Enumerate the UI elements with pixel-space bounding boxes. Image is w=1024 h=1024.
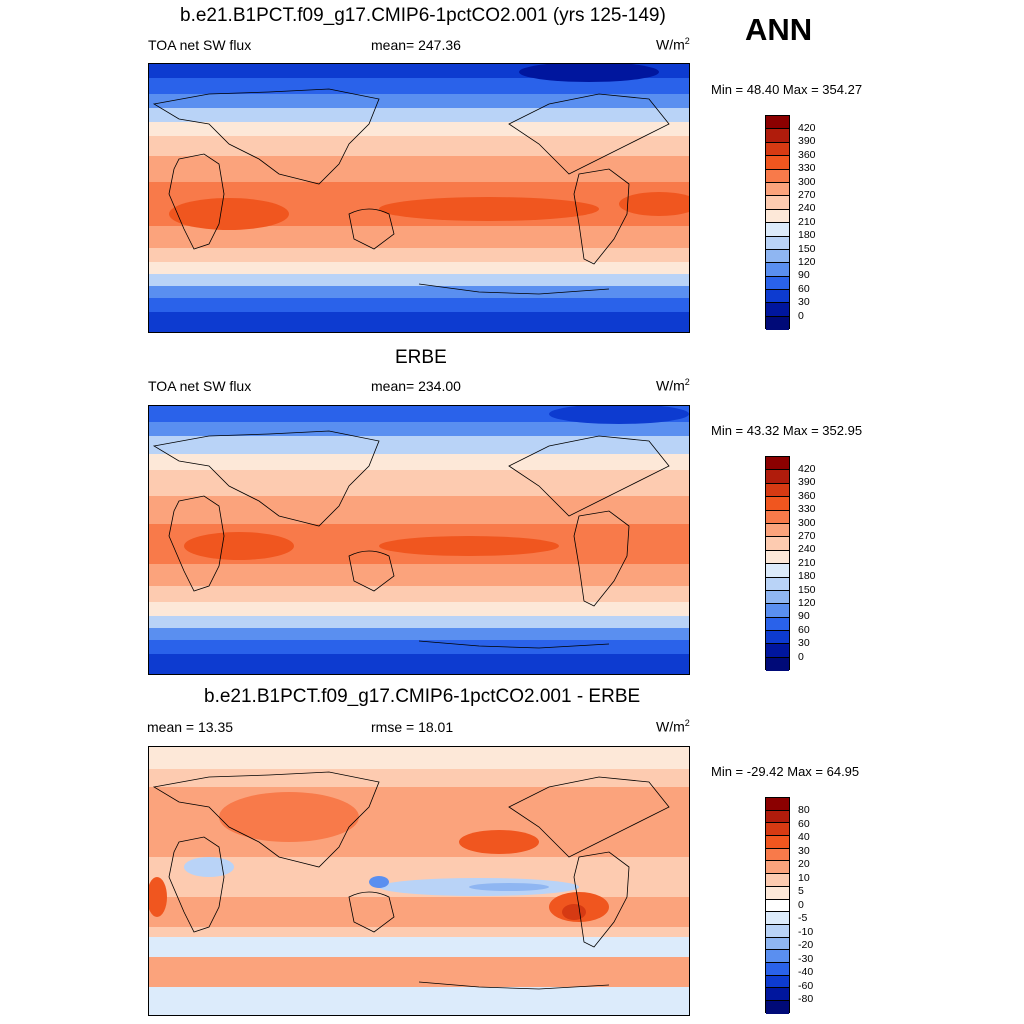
cbar-tick: 60 xyxy=(798,817,810,830)
panel-2-colorbar xyxy=(765,456,790,672)
cbar-tick: 420 xyxy=(798,122,816,134)
cbar-tick: 180 xyxy=(798,570,816,583)
cbar-tick: 60 xyxy=(798,623,810,636)
cbar-tick: -80 xyxy=(798,993,814,1005)
cbar-tick: 300 xyxy=(798,175,816,188)
cbar-tick: 240 xyxy=(798,202,816,215)
panel-1-units: W/m2 xyxy=(656,36,690,53)
cbar-tick: 20 xyxy=(798,858,810,870)
cbar-tick: -5 xyxy=(798,912,808,924)
cbar-tick: 0 xyxy=(798,898,804,911)
cbar-tick: 30 xyxy=(798,296,810,309)
cbar-tick: 270 xyxy=(798,189,816,201)
cbar-tick: 390 xyxy=(798,135,816,148)
panel-1-mean-label: mean= 247.36 xyxy=(371,37,461,53)
cbar-tick: 30 xyxy=(798,844,810,857)
panel-1-variable-label: TOA net SW flux xyxy=(148,37,252,53)
cbar-tick: 420 xyxy=(798,463,816,475)
cbar-tick: -60 xyxy=(798,979,814,992)
panel-3-units: W/m2 xyxy=(656,718,690,735)
panel-2-minmax: Min = 43.32 Max = 352.95 xyxy=(711,423,863,438)
cbar-tick: 0 xyxy=(798,309,804,322)
cbar-tick: 270 xyxy=(798,530,816,542)
cbar-tick: 330 xyxy=(798,162,816,175)
cbar-tick: -40 xyxy=(798,966,814,978)
panel-3-mean-label: mean = 13.35 xyxy=(147,719,234,735)
panel-2-variable-label: TOA net SW flux xyxy=(148,378,252,394)
cbar-tick: 240 xyxy=(798,543,816,556)
panel-2-title: ERBE xyxy=(395,347,447,368)
cbar-tick: 390 xyxy=(798,476,816,489)
panel-3-colorbar xyxy=(765,797,790,1014)
cbar-tick: 360 xyxy=(798,148,816,161)
panel-3-map xyxy=(148,746,690,1016)
panel-2-map xyxy=(148,405,690,675)
cbar-tick: 90 xyxy=(798,269,810,282)
cbar-tick: 150 xyxy=(798,242,816,255)
season-label: ANN xyxy=(745,12,813,47)
panel-1-minmax: Min = 48.40 Max = 354.27 xyxy=(711,82,863,97)
panel-3-rmse-label: rmse = 18.01 xyxy=(371,719,454,735)
cbar-tick: -10 xyxy=(798,925,814,938)
cbar-tick: -30 xyxy=(798,952,814,965)
cbar-tick: 120 xyxy=(798,597,816,609)
cbar-tick: 40 xyxy=(798,831,810,843)
panel-2-mean-label: mean= 234.00 xyxy=(371,378,461,394)
cbar-tick: 210 xyxy=(798,556,816,569)
cbar-tick: 60 xyxy=(798,282,810,295)
panel-2-units: W/m2 xyxy=(656,377,690,394)
cbar-tick: -20 xyxy=(798,939,814,951)
cbar-tick: 180 xyxy=(798,229,816,242)
cbar-tick: 360 xyxy=(798,489,816,502)
cbar-tick: 5 xyxy=(798,885,804,897)
cbar-tick: 80 xyxy=(798,804,810,816)
panel-3-title: b.e21.B1PCT.f09_g17.CMIP6-1pctCO2.001 - … xyxy=(204,686,641,707)
cbar-tick: 300 xyxy=(798,516,816,529)
cbar-tick: 90 xyxy=(798,610,810,623)
panel-1-colorbar xyxy=(765,115,790,331)
cbar-tick: 30 xyxy=(798,637,810,650)
panel-1-title: b.e21.B1PCT.f09_g17.CMIP6-1pctCO2.001 (y… xyxy=(180,5,666,26)
cbar-tick: 150 xyxy=(798,583,816,596)
cbar-tick: 120 xyxy=(798,256,816,268)
panel-1-map xyxy=(148,63,690,333)
cbar-tick: 0 xyxy=(798,650,804,663)
cbar-tick: 210 xyxy=(798,215,816,228)
cbar-tick: 330 xyxy=(798,503,816,516)
panel-3-minmax: Min = -29.42 Max = 64.95 xyxy=(711,764,860,779)
cbar-tick: 10 xyxy=(798,871,810,884)
